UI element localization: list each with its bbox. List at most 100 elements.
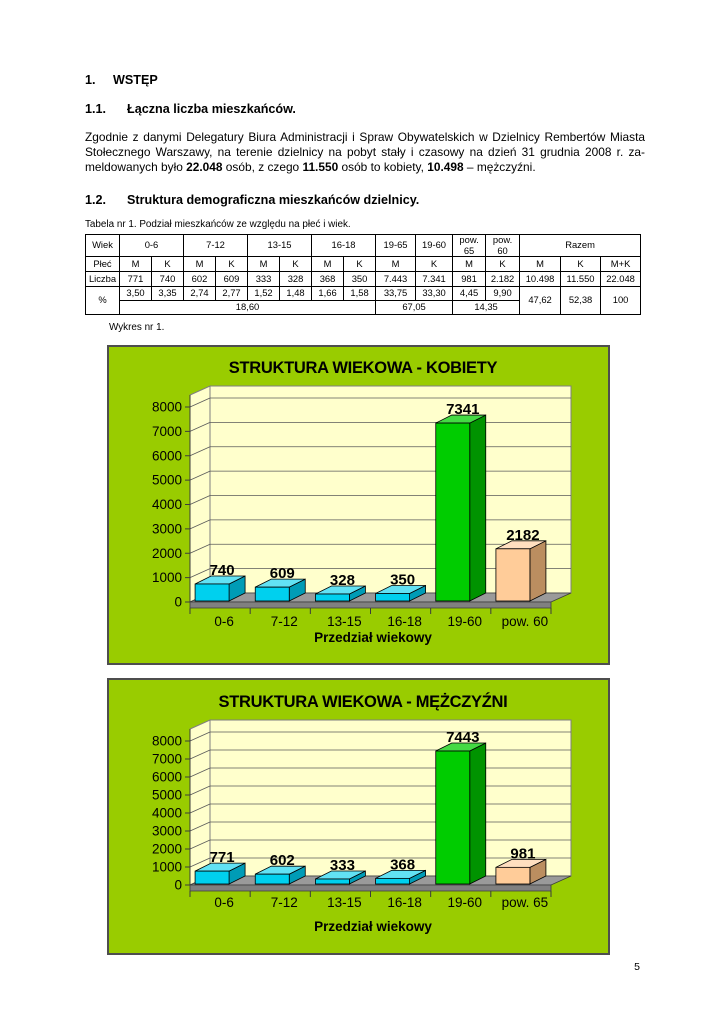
table-header-cell: % — [85, 286, 120, 316]
chart-kobiety: STRUKTURA WIEKOWA - KOBIETY 0 1000 2000 3000… — [107, 345, 610, 665]
y-tick-label: 8000 — [152, 400, 182, 415]
bar-side — [529, 540, 547, 602]
heading-number: 1.2. — [85, 193, 107, 207]
table-cell: K — [343, 256, 377, 273]
table-cell: 981 — [452, 271, 487, 288]
y-tick-label: 3000 — [152, 824, 182, 839]
table-cell: 1,58 — [343, 286, 377, 302]
bar-front — [254, 586, 290, 602]
heading-text: Struktura demograficzna mieszkańców dzie… — [127, 193, 420, 207]
y-tick-label: 3000 — [152, 521, 182, 536]
x-category-label: 19-60 — [447, 895, 482, 910]
table-header-cell: Razem — [519, 233, 642, 258]
bar-front — [435, 750, 471, 885]
bar-value-label: 7341 — [446, 401, 479, 418]
table-cell: 609 — [214, 271, 249, 288]
bar-front — [194, 870, 230, 885]
bar-value-label: 771 — [210, 849, 235, 866]
table-header-cell: 0-6 — [119, 233, 184, 258]
x-category-label: pow. 60 — [502, 614, 549, 629]
text-run: – mężczyźni. — [463, 160, 536, 175]
paragraph-line: Stołecznego Warszawy, na terenie dzielni… — [85, 145, 645, 160]
gridline-connector — [189, 495, 211, 505]
table-cell: 2,74 — [183, 286, 216, 302]
table-cell: 7.341 — [415, 271, 454, 288]
y-tick-label: 0 — [174, 878, 182, 893]
table-cell-total: 22.048 — [600, 271, 642, 288]
table-cell: 3,50 — [119, 286, 152, 302]
x-category-label: 7-12 — [271, 614, 298, 629]
table-cell: 602 — [183, 271, 216, 288]
table-cell: 2.182 — [485, 271, 521, 288]
bar-front — [495, 866, 531, 885]
table-row: Płeć M K M K M K M K M K M K M K M+K — [85, 256, 642, 273]
table-header-cell: 7-12 — [182, 233, 249, 258]
y-tick-label: 4000 — [152, 497, 182, 512]
intro-paragraph: Zgodnie z danymi Delegatury Biura Admini… — [85, 130, 645, 176]
y-tick-label: 6000 — [152, 448, 182, 463]
chart-title: STRUKTURA WIEKOWA - KOBIETY — [229, 359, 498, 377]
bar-value-label: 981 — [510, 845, 535, 862]
text-run: osób to kobiety, — [338, 160, 428, 175]
table-cell: K — [279, 256, 313, 273]
figure-label: Wykres nr 1. — [109, 322, 165, 333]
y-tick-label: 8000 — [152, 734, 182, 749]
gridline-connector — [189, 749, 211, 760]
gridline-connector — [189, 803, 211, 814]
table-cell: M — [119, 256, 152, 273]
table-header-cell: 19-60 — [415, 233, 454, 258]
table-header-cell: Wiek — [85, 233, 120, 258]
table-header-cell: 13-15 — [247, 233, 313, 258]
table-caption: Tabela nr 1. Podział mieszkańców ze wzgl… — [85, 219, 351, 230]
chart-back-wall — [209, 719, 572, 877]
bar-value-label: 740 — [210, 562, 235, 579]
table-cell: 52,38 — [560, 286, 602, 316]
y-tick-label: 7000 — [152, 752, 182, 767]
bar-value-label: 2182 — [506, 527, 539, 544]
text-run: meldowanych było — [85, 160, 187, 175]
table-header-cell: 16-18 — [311, 233, 377, 258]
table-cell: K — [560, 256, 602, 273]
bar-value-label: 328 — [330, 572, 355, 589]
table-cell: 4,45 — [452, 286, 487, 302]
bar-value-label: 350 — [390, 571, 415, 588]
x-category-label: 13-15 — [327, 895, 362, 910]
table-cell: 328 — [279, 271, 313, 288]
x-category-label: 0-6 — [214, 614, 234, 629]
table-cell: 1,66 — [311, 286, 345, 302]
y-tick-label: 1000 — [152, 860, 182, 875]
gridline-connector — [189, 543, 211, 554]
table-row: Liczba 771 740 602 609 333 328 368 350 7… — [85, 271, 642, 288]
x-category-label: 16-18 — [387, 614, 422, 629]
bar-value-label: 333 — [330, 857, 355, 874]
table-cell: K — [214, 256, 249, 273]
y-tick-label: 5000 — [152, 473, 182, 488]
table-cell: 33,75 — [375, 286, 417, 302]
table-cell: 740 — [151, 271, 184, 288]
y-tick-label: 1000 — [152, 570, 182, 585]
table-cell: 2,77 — [214, 286, 249, 302]
gridline-connector — [189, 767, 211, 778]
gridline-connector — [189, 568, 211, 578]
table-header-cell: pow. 65 — [452, 233, 487, 258]
table-cell: 47,62 — [519, 286, 562, 316]
table-cell: M — [311, 256, 345, 273]
bar-side — [469, 742, 487, 885]
table-cell: 1,48 — [279, 286, 313, 302]
gridline-connector — [189, 446, 211, 457]
x-category-label: 19-60 — [447, 614, 482, 629]
table-cell: 33,30 — [415, 286, 454, 302]
table-row: % 3,50 3,35 2,74 2,77 1,52 1,48 1,66 1,5… — [85, 286, 642, 316]
table-cell: 100 — [600, 286, 642, 316]
table-header-cell: 19-65 — [375, 233, 417, 258]
table-cell: M — [519, 256, 562, 273]
table-cell: M — [183, 256, 216, 273]
y-tick-label: 0 — [174, 595, 182, 610]
heading-text: WSTĘP — [113, 73, 158, 87]
paragraph-line: Zgodnie z danymi Delegatury Biura Admini… — [85, 130, 645, 144]
heading-number: 1.1. — [85, 102, 107, 116]
table-cell: 350 — [343, 271, 377, 288]
table-header-cell: pow. 60 — [485, 233, 521, 258]
table-header-cell: Płeć — [85, 256, 120, 273]
table-cell-group: 18,60 — [118, 300, 377, 316]
